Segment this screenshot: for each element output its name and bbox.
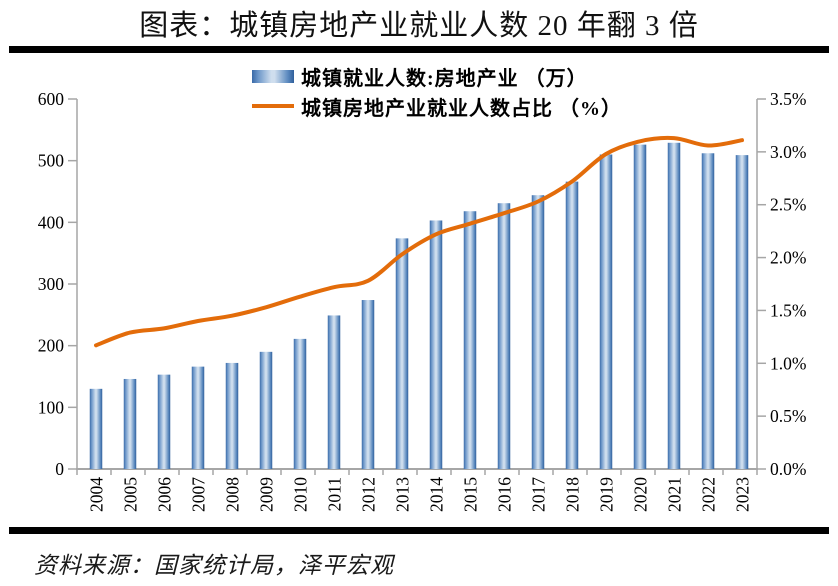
- left-axis-tick-label: 300: [38, 274, 65, 294]
- line-series: [94, 135, 744, 348]
- right-axis-tick-label: 1.5%: [770, 300, 806, 320]
- bar-series: [89, 142, 749, 469]
- x-axis-label-2015: 2015: [461, 477, 481, 512]
- left-axis-tick-label: 100: [38, 397, 65, 417]
- source-note: 资料来源：国家统计局，泽平宏观: [34, 553, 394, 578]
- right-axis-tick-label: 3.0%: [770, 142, 806, 162]
- divider-bottom: [9, 527, 829, 534]
- left-axis-tick-label: 200: [38, 336, 65, 356]
- bar-2011: [327, 315, 341, 469]
- x-axis-label-2008: 2008: [223, 477, 243, 512]
- right-axis-tick-label: 0.5%: [770, 406, 806, 426]
- bar-2013: [395, 238, 409, 469]
- x-axis-label-2005: 2005: [121, 477, 141, 512]
- x-axis-label-2022: 2022: [699, 477, 719, 512]
- bar-2019: [599, 154, 613, 469]
- x-axis-label-2018: 2018: [563, 477, 583, 512]
- bar-2020: [633, 144, 647, 469]
- bar-2008: [225, 362, 239, 469]
- x-axis-label-2010: 2010: [291, 477, 311, 512]
- x-axis-label-2014: 2014: [427, 477, 447, 512]
- bar-2007: [191, 366, 205, 469]
- x-axis-label-2012: 2012: [359, 477, 379, 512]
- bar-2012: [361, 300, 375, 469]
- bar-2016: [497, 203, 511, 469]
- legend-line-label: 城镇房地产业就业人数占比 （%）: [301, 97, 622, 120]
- bar-2010: [293, 338, 307, 469]
- right-axis-tick-label: 3.5%: [770, 89, 806, 109]
- x-axis-label-2016: 2016: [495, 477, 515, 512]
- right-axis-tick-label: 0.0%: [770, 459, 806, 479]
- bar-series-swatch-icon: [252, 69, 294, 83]
- chart-area: 0 100 200 300 400 500 600 0.0% 0.5% 1.0% 1.5% 2.0% 2…: [0, 53, 838, 527]
- x-axis-label-2023: 2023: [733, 477, 753, 512]
- line-series-swatch-icon: [252, 104, 294, 108]
- bar-2022: [701, 153, 715, 469]
- legend-item-bars: 城镇就业人数:房地产业 （万）: [252, 61, 622, 91]
- legend-item-line: 城镇房地产业就业人数占比 （%）: [252, 91, 622, 121]
- x-axis-label-2009: 2009: [257, 477, 277, 512]
- x-axis-label-2020: 2020: [631, 477, 651, 512]
- x-axis-label-2013: 2013: [393, 477, 413, 512]
- bar-2009: [259, 351, 273, 469]
- legend-bar-label: 城镇就业人数:房地产业 （万）: [301, 67, 588, 90]
- bar-2006: [157, 374, 171, 469]
- right-axis-tick-label: 2.5%: [770, 195, 806, 215]
- bar-2018: [565, 181, 579, 469]
- x-axis-labels: 2004 2005 2006 2007 2008 2009 2010 2011 2012 2013…: [87, 477, 753, 512]
- bar-2021: [667, 142, 681, 469]
- left-axis-tick-label: 500: [38, 151, 65, 171]
- left-axis-tick-label: 400: [38, 212, 65, 232]
- x-axis-label-2011: 2011: [325, 477, 345, 511]
- bar-2005: [123, 378, 137, 469]
- chart-legend: 城镇就业人数:房地产业 （万） 城镇房地产业就业人数占比 （%）: [252, 61, 622, 121]
- x-axis-label-2021: 2021: [665, 477, 685, 512]
- x-axis-label-2017: 2017: [529, 477, 549, 512]
- x-axis-label-2019: 2019: [597, 477, 617, 512]
- x-axis-label-2006: 2006: [155, 477, 175, 512]
- right-axis-tick-label: 1.0%: [770, 353, 806, 373]
- left-axis-tick-label: 600: [38, 89, 65, 109]
- bar-2023: [735, 155, 749, 469]
- bar-2004: [89, 388, 103, 469]
- bar-2015: [463, 211, 477, 469]
- divider-top: [9, 46, 829, 53]
- right-axis-tick-label: 2.0%: [770, 248, 806, 268]
- dual-axis-chart: 0 100 200 300 400 500 600 0.0% 0.5% 1.0% 1.5% 2.0% 2…: [38, 89, 807, 512]
- figure-title: 图表：城镇房地产业就业人数 20 年翻 3 倍: [139, 10, 699, 42]
- x-axis-label-2007: 2007: [189, 477, 209, 512]
- left-axis-tick-label: 0: [55, 459, 64, 479]
- x-axis-label-2004: 2004: [87, 477, 107, 512]
- bar-2014: [429, 220, 443, 469]
- bar-2017: [531, 195, 545, 469]
